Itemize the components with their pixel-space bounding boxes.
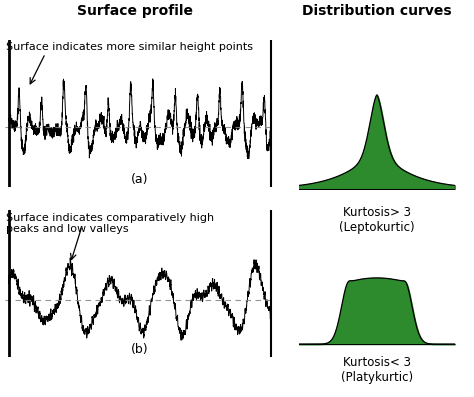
Text: Surface indicates more similar height points: Surface indicates more similar height po… bbox=[6, 42, 253, 52]
Text: Surface indicates comparatively high
peaks and low valleys: Surface indicates comparatively high pea… bbox=[6, 213, 214, 234]
Text: Distribution curves: Distribution curves bbox=[302, 4, 452, 18]
Text: Kurtosis< 3
(Platykurtic): Kurtosis< 3 (Platykurtic) bbox=[341, 356, 413, 384]
Text: (a): (a) bbox=[131, 173, 148, 185]
Text: Surface profile: Surface profile bbox=[77, 4, 193, 18]
Text: Kurtosis> 3
(Leptokurtic): Kurtosis> 3 (Leptokurtic) bbox=[339, 206, 415, 233]
Text: (b): (b) bbox=[131, 343, 149, 357]
